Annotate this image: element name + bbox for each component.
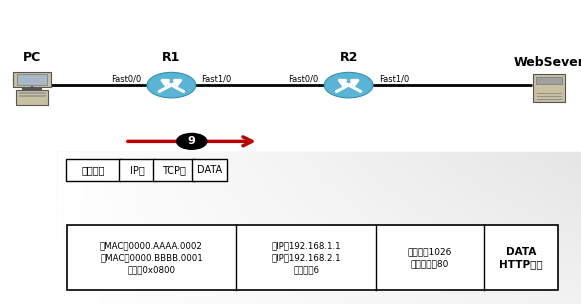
FancyBboxPatch shape — [13, 72, 51, 87]
FancyBboxPatch shape — [66, 159, 121, 181]
Circle shape — [147, 72, 196, 98]
FancyBboxPatch shape — [19, 92, 45, 93]
Text: 9: 9 — [188, 136, 196, 146]
Text: 目的端口号80: 目的端口号80 — [411, 259, 449, 268]
Text: TCP头: TCP头 — [162, 165, 186, 175]
Circle shape — [177, 133, 207, 149]
Text: 源IP：192.168.1.1: 源IP：192.168.1.1 — [271, 241, 341, 250]
Text: PC: PC — [23, 51, 41, 64]
FancyBboxPatch shape — [17, 74, 47, 85]
Text: HTTP荷载: HTTP荷载 — [499, 259, 543, 269]
Text: WebSever: WebSever — [514, 56, 581, 69]
Text: Fast1/0: Fast1/0 — [379, 74, 409, 83]
Text: 目MAC：0000.BBBB.0001: 目MAC：0000.BBBB.0001 — [100, 253, 203, 262]
Text: 源MAC：0000.AAAA.0002: 源MAC：0000.AAAA.0002 — [100, 241, 203, 250]
Text: R1: R1 — [162, 51, 181, 64]
Text: Fast1/0: Fast1/0 — [202, 74, 232, 83]
FancyBboxPatch shape — [533, 74, 565, 102]
Text: 协议号：6: 协议号：6 — [293, 265, 319, 274]
Text: 以太网头: 以太网头 — [82, 165, 105, 175]
FancyBboxPatch shape — [119, 159, 155, 181]
FancyBboxPatch shape — [67, 225, 558, 290]
FancyBboxPatch shape — [16, 90, 48, 105]
Circle shape — [324, 72, 373, 98]
Text: 类型：0x0800: 类型：0x0800 — [127, 265, 175, 274]
Text: IP头: IP头 — [130, 165, 145, 175]
Text: DATA: DATA — [197, 165, 222, 175]
FancyBboxPatch shape — [19, 95, 45, 96]
FancyBboxPatch shape — [536, 77, 562, 84]
Text: 目IP：192.168.2.1: 目IP：192.168.2.1 — [271, 253, 341, 262]
Text: Fast0/0: Fast0/0 — [288, 74, 318, 83]
Text: R2: R2 — [339, 51, 358, 64]
Text: Fast0/0: Fast0/0 — [111, 74, 141, 83]
FancyBboxPatch shape — [192, 159, 227, 181]
Text: 源端口号1026: 源端口号1026 — [408, 247, 452, 256]
Text: DATA: DATA — [505, 247, 536, 257]
FancyBboxPatch shape — [153, 159, 195, 181]
